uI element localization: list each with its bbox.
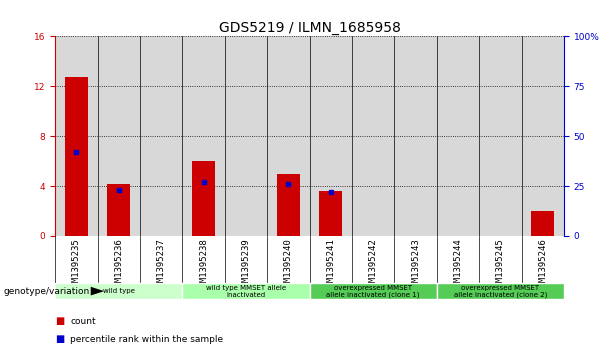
- Text: wild type MMSET allele
inactivated: wild type MMSET allele inactivated: [206, 285, 286, 298]
- Text: GSM1395238: GSM1395238: [199, 238, 208, 292]
- Bar: [97, 36, 140, 236]
- Title: GDS5219 / ILMN_1685958: GDS5219 / ILMN_1685958: [219, 21, 400, 35]
- Bar: [182, 283, 310, 299]
- Bar: [522, 36, 564, 236]
- Text: GSM1395246: GSM1395246: [538, 238, 547, 292]
- Text: ■: ■: [55, 316, 64, 326]
- Text: ■: ■: [55, 334, 64, 344]
- Bar: [107, 184, 131, 236]
- Bar: [276, 174, 300, 236]
- Polygon shape: [91, 287, 104, 295]
- Text: GSM1395241: GSM1395241: [326, 238, 335, 292]
- Text: wild type: wild type: [103, 288, 135, 294]
- Bar: [65, 77, 88, 236]
- Bar: [182, 36, 225, 236]
- Text: overexpressed MMSET
allele inactivated (clone 1): overexpressed MMSET allele inactivated (…: [326, 285, 420, 298]
- Bar: [436, 283, 564, 299]
- Bar: [55, 36, 97, 236]
- Bar: [479, 36, 522, 236]
- Text: GSM1395240: GSM1395240: [284, 238, 293, 292]
- Bar: [267, 36, 310, 236]
- Bar: [55, 283, 183, 299]
- Text: count: count: [70, 317, 96, 326]
- Text: GSM1395237: GSM1395237: [157, 238, 166, 292]
- Bar: [140, 36, 182, 236]
- Text: GSM1395243: GSM1395243: [411, 238, 420, 292]
- Bar: [436, 36, 479, 236]
- Bar: [310, 36, 352, 236]
- Text: GSM1395239: GSM1395239: [242, 238, 251, 292]
- Bar: [531, 211, 554, 236]
- Text: GSM1395235: GSM1395235: [72, 238, 81, 292]
- Text: GSM1395245: GSM1395245: [496, 238, 505, 292]
- Bar: [225, 36, 267, 236]
- Text: GSM1395236: GSM1395236: [114, 238, 123, 292]
- Text: GSM1395242: GSM1395242: [368, 238, 378, 292]
- Bar: [319, 191, 343, 236]
- Bar: [192, 161, 215, 236]
- Bar: [352, 36, 394, 236]
- Text: GSM1395244: GSM1395244: [454, 238, 462, 292]
- Bar: [310, 283, 436, 299]
- Bar: [394, 36, 436, 236]
- Text: overexpressed MMSET
allele inactivated (clone 2): overexpressed MMSET allele inactivated (…: [454, 285, 547, 298]
- Text: percentile rank within the sample: percentile rank within the sample: [70, 335, 224, 344]
- Text: genotype/variation: genotype/variation: [3, 287, 89, 295]
